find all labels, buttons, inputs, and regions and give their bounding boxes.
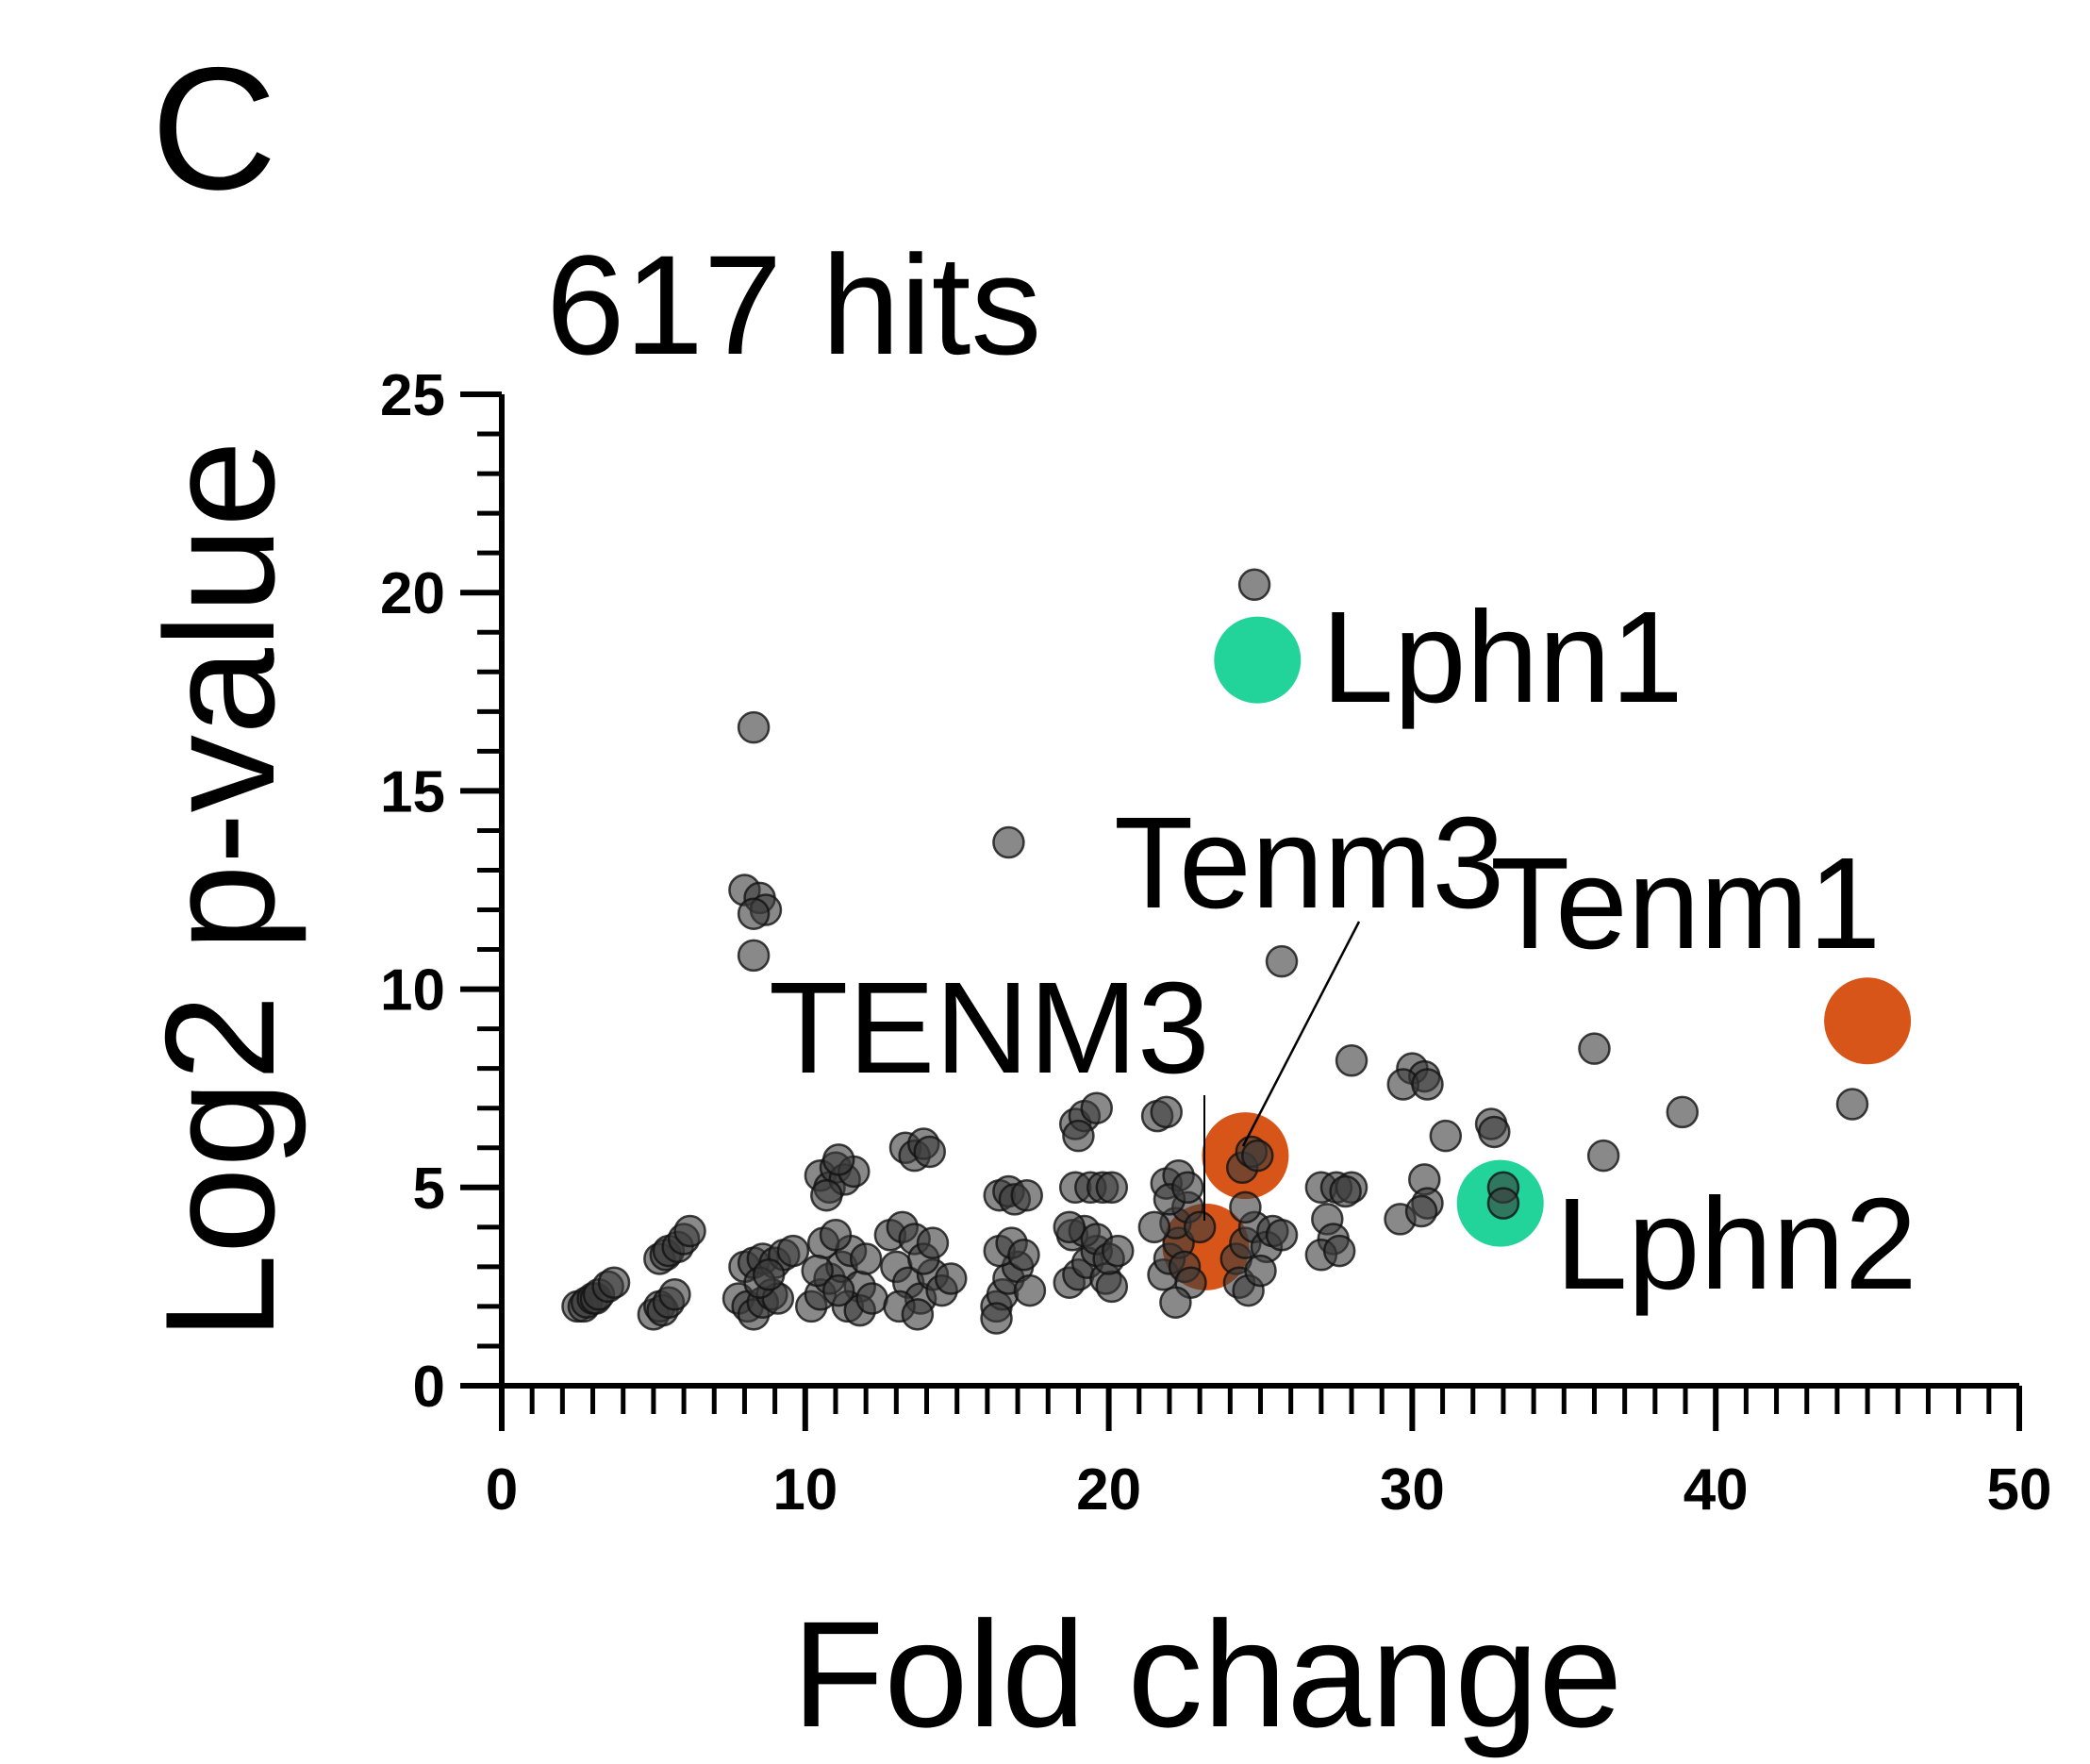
data-point	[1241, 1139, 1274, 1173]
data-point	[821, 1273, 855, 1307]
data-point	[1062, 1119, 1095, 1153]
highlight-point-lphn1	[1214, 616, 1302, 704]
data-point	[673, 1214, 706, 1248]
data-point	[855, 1282, 888, 1315]
data-point	[980, 1302, 1013, 1335]
data-point	[821, 1143, 855, 1176]
panel-label: C	[151, 32, 277, 226]
data-point	[752, 1258, 786, 1291]
data-point	[1478, 1115, 1511, 1149]
data-point	[1335, 1044, 1368, 1077]
data-point	[1244, 1254, 1277, 1288]
x-tick-label: 20	[1076, 1457, 1141, 1523]
data-point	[1237, 568, 1271, 602]
x-tick-label: 50	[1987, 1457, 2052, 1523]
data-point	[597, 1266, 631, 1299]
data-point	[1102, 1234, 1135, 1268]
data-point	[1578, 1032, 1611, 1065]
gene-label-tenm3: Tenm3	[1114, 790, 1504, 936]
data-point	[1159, 1286, 1192, 1319]
data-point	[916, 1226, 950, 1259]
data-point	[1265, 1218, 1299, 1252]
x-tick-label: 0	[486, 1457, 518, 1523]
data-point	[1835, 1088, 1869, 1121]
x-tick-label: 40	[1684, 1457, 1749, 1523]
data-point	[1171, 1171, 1204, 1205]
data-point	[935, 1262, 968, 1295]
gene-label-tenm3: TENM3	[769, 956, 1210, 1101]
data-point	[1265, 944, 1299, 978]
data-point	[737, 710, 771, 744]
gene-label-lphn2: Lphn2	[1555, 1172, 1917, 1317]
y-tick-label: 5	[413, 1157, 445, 1222]
data-point	[1137, 1210, 1171, 1244]
chart-title: 617 hits	[546, 225, 1041, 384]
data-point	[1229, 1190, 1262, 1224]
data-point	[901, 1298, 935, 1331]
data-point	[737, 897, 771, 930]
data-point	[801, 1254, 834, 1288]
data-point	[1150, 1095, 1183, 1129]
data-point	[913, 1135, 946, 1169]
y-tick-label: 20	[380, 561, 445, 626]
data-point	[1486, 1187, 1520, 1220]
data-point	[1666, 1095, 1700, 1129]
x-tick-label: 30	[1380, 1457, 1445, 1523]
x-tick-label: 10	[772, 1457, 838, 1523]
data-point	[1322, 1234, 1356, 1268]
data-points	[561, 568, 1869, 1335]
data-point	[1329, 1174, 1362, 1208]
gene-label-tenm1: Tenm1	[1490, 831, 1881, 976]
x-axis-label: Fold change	[792, 1589, 1623, 1758]
data-point	[1080, 1091, 1113, 1124]
data-point	[1411, 1068, 1444, 1101]
data-point	[1010, 1178, 1043, 1212]
data-point	[1183, 1210, 1217, 1244]
data-point	[1586, 1139, 1620, 1173]
y-tick-label: 15	[380, 759, 445, 824]
data-point	[819, 1218, 853, 1252]
data-point	[1053, 1210, 1086, 1244]
data-point	[1095, 1171, 1129, 1205]
data-point	[1007, 1239, 1040, 1272]
data-point	[658, 1278, 691, 1311]
data-point	[849, 1242, 883, 1275]
data-point	[776, 1234, 810, 1268]
gene-label-lphn1: Lphn1	[1321, 585, 1684, 730]
y-tick-label: 10	[380, 958, 445, 1023]
axes: 0 10 20 30 40 50 0 5 10 15 20 25	[380, 363, 2051, 1523]
data-point	[1404, 1194, 1438, 1228]
data-point	[810, 1178, 843, 1212]
data-point	[992, 825, 1025, 859]
data-point	[1095, 1270, 1129, 1304]
gene-labels: Lphn1 Lphn2 Tenm1 TENM3 Tenm3	[769, 585, 1917, 1317]
data-point	[1429, 1119, 1463, 1153]
tenm3-connector-line	[1241, 921, 1361, 1147]
y-axis-label: Log2 p-value	[133, 441, 307, 1340]
y-tick-label: 25	[380, 363, 445, 428]
data-point	[737, 939, 771, 973]
y-tick-label: 0	[413, 1355, 445, 1420]
highlight-point-tenm1	[1824, 977, 1912, 1065]
data-point	[1013, 1273, 1047, 1307]
